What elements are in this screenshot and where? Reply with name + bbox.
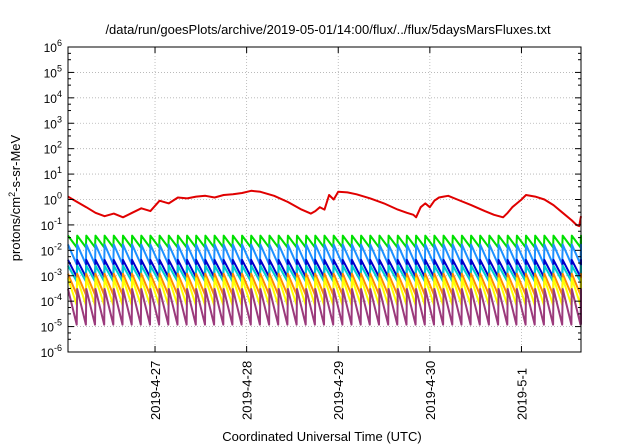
y-axis-label: protons/cm2-s-sr-MeV <box>7 134 23 261</box>
y-tick-label: 10-2 <box>41 241 62 258</box>
y-axis-label-sup: 2 <box>7 192 17 197</box>
y-tick-label: 101 <box>44 165 62 182</box>
x-axis-label: Coordinated Universal Time (UTC) <box>222 429 421 444</box>
y-tick-label: 100 <box>44 191 62 208</box>
y-tick-label: 103 <box>44 114 62 131</box>
series-line-8 <box>67 288 582 326</box>
y-tick-label: 10-5 <box>41 318 62 335</box>
x-tick-label: 2019-4-27 <box>148 361 163 420</box>
y-tick-label: 105 <box>44 63 62 80</box>
series-line-6 <box>67 272 582 296</box>
y-tick-label: 10-3 <box>41 267 62 284</box>
series-line-7 <box>67 277 582 307</box>
y-tick-label: 106 <box>44 38 62 55</box>
y-tick-label: 10-6 <box>41 343 62 360</box>
y-tick-label: 10-1 <box>41 216 62 233</box>
y-tick-label: 104 <box>44 89 62 106</box>
y-axis-label-prefix: protons/cm <box>8 197 23 261</box>
chart-title: /data/run/goesPlots/archive/2019-05-01/1… <box>105 22 551 37</box>
series-line-1 <box>67 189 582 228</box>
series-line-4 <box>67 258 582 278</box>
y-axis-label-suffix: -s-sr-MeV <box>8 134 23 191</box>
series-line-5 <box>67 264 582 283</box>
x-tick-label: 2019-5-1 <box>514 368 529 420</box>
x-tick-label: 2019-4-29 <box>331 361 346 420</box>
series-line-3 <box>67 243 582 266</box>
y-tick-label: 102 <box>44 140 62 157</box>
series-line-2 <box>67 234 582 249</box>
x-tick-label: 2019-4-30 <box>423 361 438 420</box>
series-group <box>67 189 582 326</box>
axis-ticks: 10-6 10-5 10-4 10-3 10-2 10-1 100 101 102 103 104 1… <box>41 38 581 420</box>
x-tick-label: 2019-4-28 <box>240 361 255 420</box>
y-tick-label: 10-4 <box>41 292 62 309</box>
